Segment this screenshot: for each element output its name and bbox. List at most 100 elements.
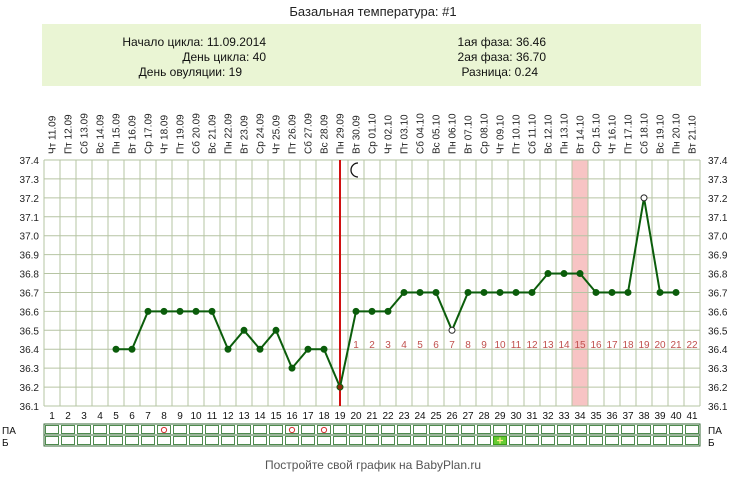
b-label-right: Б: [708, 438, 715, 449]
b-cell: [77, 436, 91, 445]
temperature-point: [224, 345, 232, 353]
temperature-point: [544, 270, 552, 278]
pa-cell: [61, 425, 75, 434]
pa-cell: [557, 425, 571, 434]
x-day-number: 33: [558, 411, 570, 422]
y-tick-label-left: 36.6: [20, 307, 40, 318]
temperature-point: [256, 345, 264, 353]
x-date-label: Пт 12.09: [64, 114, 75, 154]
b-cell: [301, 436, 315, 445]
x-date-label: Чт 09.10: [496, 115, 507, 154]
x-date-label: Чт 25.09: [272, 115, 283, 154]
x-day-number: 38: [638, 411, 650, 422]
x-day-number: 32: [542, 411, 554, 422]
temperature-point: [496, 288, 504, 296]
footer-link[interactable]: Постройте свой график на BabyPlan.ru: [264, 458, 482, 472]
temperature-point: [400, 288, 408, 296]
pa-cell: [269, 425, 283, 434]
pa-cell: [317, 425, 331, 434]
highlight-day-column: [572, 160, 588, 406]
b-cell: [381, 436, 395, 445]
pa-label-left: ПА: [2, 426, 16, 437]
x-date-label: Пн 20.10: [672, 113, 683, 154]
b-cell: [573, 436, 587, 445]
temperature-line-segment: [435, 292, 453, 331]
x-day-number: 8: [161, 411, 167, 422]
x-date-label: Сб 20.09: [191, 113, 203, 154]
b-cell: [61, 436, 75, 445]
b-cell: [141, 436, 155, 445]
temperature-line-segment: [627, 197, 645, 293]
x-day-number: 20: [350, 411, 362, 422]
x-date-label: Пн 29.09: [336, 113, 347, 154]
temperature-point: [464, 288, 472, 296]
x-date-label: Вт 23.09: [240, 115, 251, 154]
x-date-label: Вт 21.10: [688, 115, 699, 154]
temperature-point: [288, 364, 296, 372]
temperature-point: [576, 270, 584, 278]
phase2-day-number: 20: [654, 340, 666, 351]
y-tick-label-right: 37.4: [708, 156, 728, 167]
temperature-line-segment: [323, 348, 341, 388]
x-date-label: Пн 06.10: [448, 113, 459, 154]
temperature-line-segment: [339, 311, 357, 388]
pa-cell: [157, 425, 171, 434]
b-cell: [189, 436, 203, 445]
x-day-number: 31: [526, 411, 538, 422]
pa-cell: [413, 425, 427, 434]
phase2-day-number: 12: [526, 340, 538, 351]
x-day-number: 28: [478, 411, 490, 422]
y-tick-label-left: 37.2: [20, 194, 40, 205]
b-cell: [173, 436, 187, 445]
x-date-label: Пн 22.09: [224, 113, 235, 154]
x-date-label: Ср 08.10: [480, 113, 491, 154]
x-day-number: 3: [81, 411, 87, 422]
pa-cell: [445, 425, 459, 434]
phase2-day-number: 6: [433, 340, 439, 351]
pa-cell: [397, 425, 411, 434]
b-row: [43, 434, 701, 447]
y-tick-label-right: 36.4: [708, 345, 728, 356]
pa-cell: [493, 425, 507, 434]
temperature-point: [240, 326, 248, 334]
pa-cell: [685, 425, 699, 434]
b-label-left: Б: [2, 438, 9, 449]
temperature-point: [272, 326, 280, 334]
temperature-line-segment: [227, 329, 245, 350]
pa-cell: [45, 425, 59, 434]
b-cell: [685, 436, 699, 445]
temperature-point: [320, 345, 328, 353]
x-day-number: 17: [302, 411, 314, 422]
phase2-day-number: 1: [353, 340, 359, 351]
y-tick-label-left: 37.1: [20, 213, 40, 224]
x-date-label: Вс 14.09: [96, 114, 107, 154]
x-date-label: Пн 13.10: [560, 113, 571, 154]
pa-cell: [429, 425, 443, 434]
phase2-day-number: 21: [670, 340, 682, 351]
b-cell: [445, 436, 459, 445]
y-tick-label-right: 36.1: [708, 402, 728, 413]
y-tick-label-right: 36.2: [708, 383, 728, 394]
temperature-point: [624, 288, 632, 296]
pa-cell: [77, 425, 91, 434]
b-cell: [461, 436, 475, 445]
temperature-line-segment: [211, 310, 229, 350]
b-cell: [669, 436, 683, 445]
x-day-number: 26: [446, 411, 458, 422]
pa-cell: [461, 425, 475, 434]
phase2-day-number: 9: [481, 340, 487, 351]
phase2-day-number: 7: [449, 340, 455, 351]
pa-cell: [477, 425, 491, 434]
y-tick-label-right: 36.7: [708, 288, 728, 299]
x-date-label: Ср 01.10: [368, 113, 379, 154]
b-cell: [221, 436, 235, 445]
x-date-label: Вт 07.10: [464, 115, 475, 154]
phase2-day-number: 8: [465, 340, 471, 351]
y-tick-label-right: 36.6: [708, 307, 728, 318]
b-cell: [509, 436, 523, 445]
y-tick-label-left: 36.5: [20, 326, 40, 337]
y-tick-label-right: 36.9: [708, 251, 728, 262]
pa-cell: [93, 425, 107, 434]
pa-cell: [349, 425, 363, 434]
